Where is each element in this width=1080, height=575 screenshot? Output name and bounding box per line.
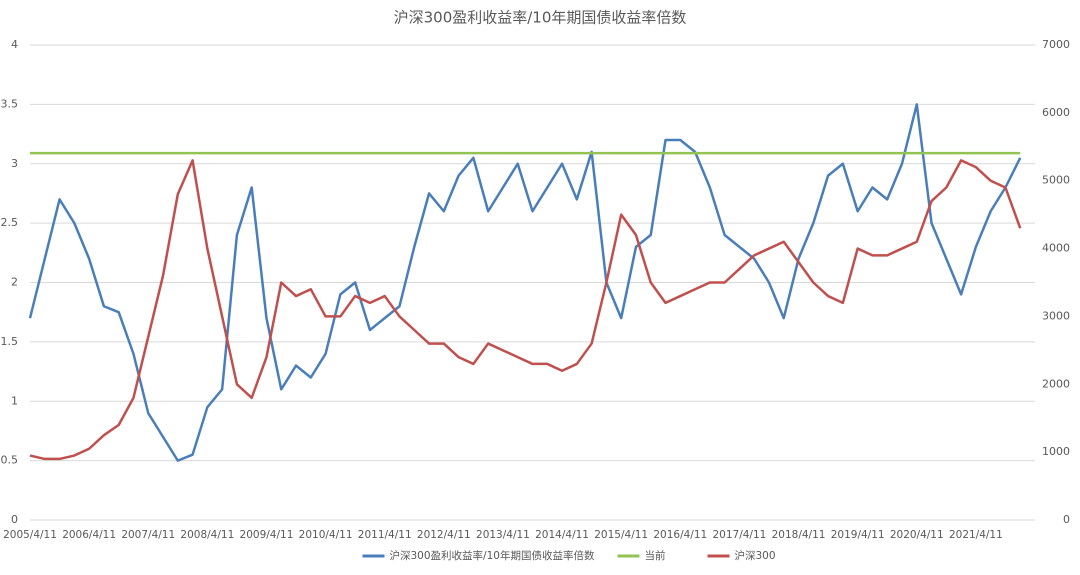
- y-tick-label: 2.5: [1, 216, 19, 229]
- x-tick-label: 2014/4/11: [535, 529, 589, 541]
- y2-tick-label: 1000: [1042, 445, 1070, 458]
- data-line: [29, 159, 1022, 461]
- y2-tick-label: 3000: [1042, 309, 1070, 322]
- y2-tick-label: 7000: [1042, 38, 1070, 51]
- y-tick-label: 1: [11, 394, 18, 407]
- x-tick-label: 2013/4/11: [476, 529, 530, 541]
- y-tick-label: 1.5: [1, 335, 19, 348]
- data-line: [28, 103, 1022, 462]
- x-tick-label: 2017/4/11: [712, 529, 766, 541]
- y-tick-label: 3.5: [1, 97, 19, 110]
- x-tick-label: 2006/4/11: [62, 529, 116, 541]
- x-tick-label: 2016/4/11: [653, 529, 707, 541]
- x-tick-label: 2021/4/11: [949, 529, 1003, 541]
- x-tick-label: 2011/4/11: [358, 529, 412, 541]
- x-tick-label: 2007/4/11: [121, 529, 175, 541]
- x-tick-label: 2005/4/11: [3, 529, 57, 541]
- legend-label: 当前: [645, 549, 666, 562]
- x-tick-label: 2020/4/11: [890, 529, 944, 541]
- y2-tick-label: 4000: [1042, 242, 1070, 255]
- x-tick-label: 2009/4/11: [240, 529, 294, 541]
- legend-label: 沪深300: [735, 549, 776, 562]
- x-tick-label: 2008/4/11: [180, 529, 234, 541]
- x-tick-label: 2012/4/11: [417, 529, 471, 541]
- y2-tick-label: 2000: [1042, 377, 1070, 390]
- x-tick-label: 2015/4/11: [594, 529, 648, 541]
- y2-tick-label: 5000: [1042, 174, 1070, 187]
- y2-tick-label: 0: [1063, 513, 1070, 526]
- y-tick-label: 0.5: [1, 454, 19, 467]
- y2-tick-label: 6000: [1042, 106, 1070, 119]
- legend-label: 沪深300盈利收益率/10年期国债收益率倍数: [390, 549, 595, 562]
- x-tick-label: 2019/4/11: [831, 529, 885, 541]
- x-tick-label: 2010/4/11: [299, 529, 353, 541]
- y-tick-label: 0: [11, 513, 18, 526]
- y-tick-label: 3: [11, 157, 18, 170]
- x-tick-label: 2018/4/11: [772, 529, 826, 541]
- chart-title: 沪深300盈利收益率/10年期国债收益率倍数: [394, 9, 687, 27]
- y-tick-label: 4: [11, 38, 18, 51]
- y-tick-label: 2: [11, 276, 18, 289]
